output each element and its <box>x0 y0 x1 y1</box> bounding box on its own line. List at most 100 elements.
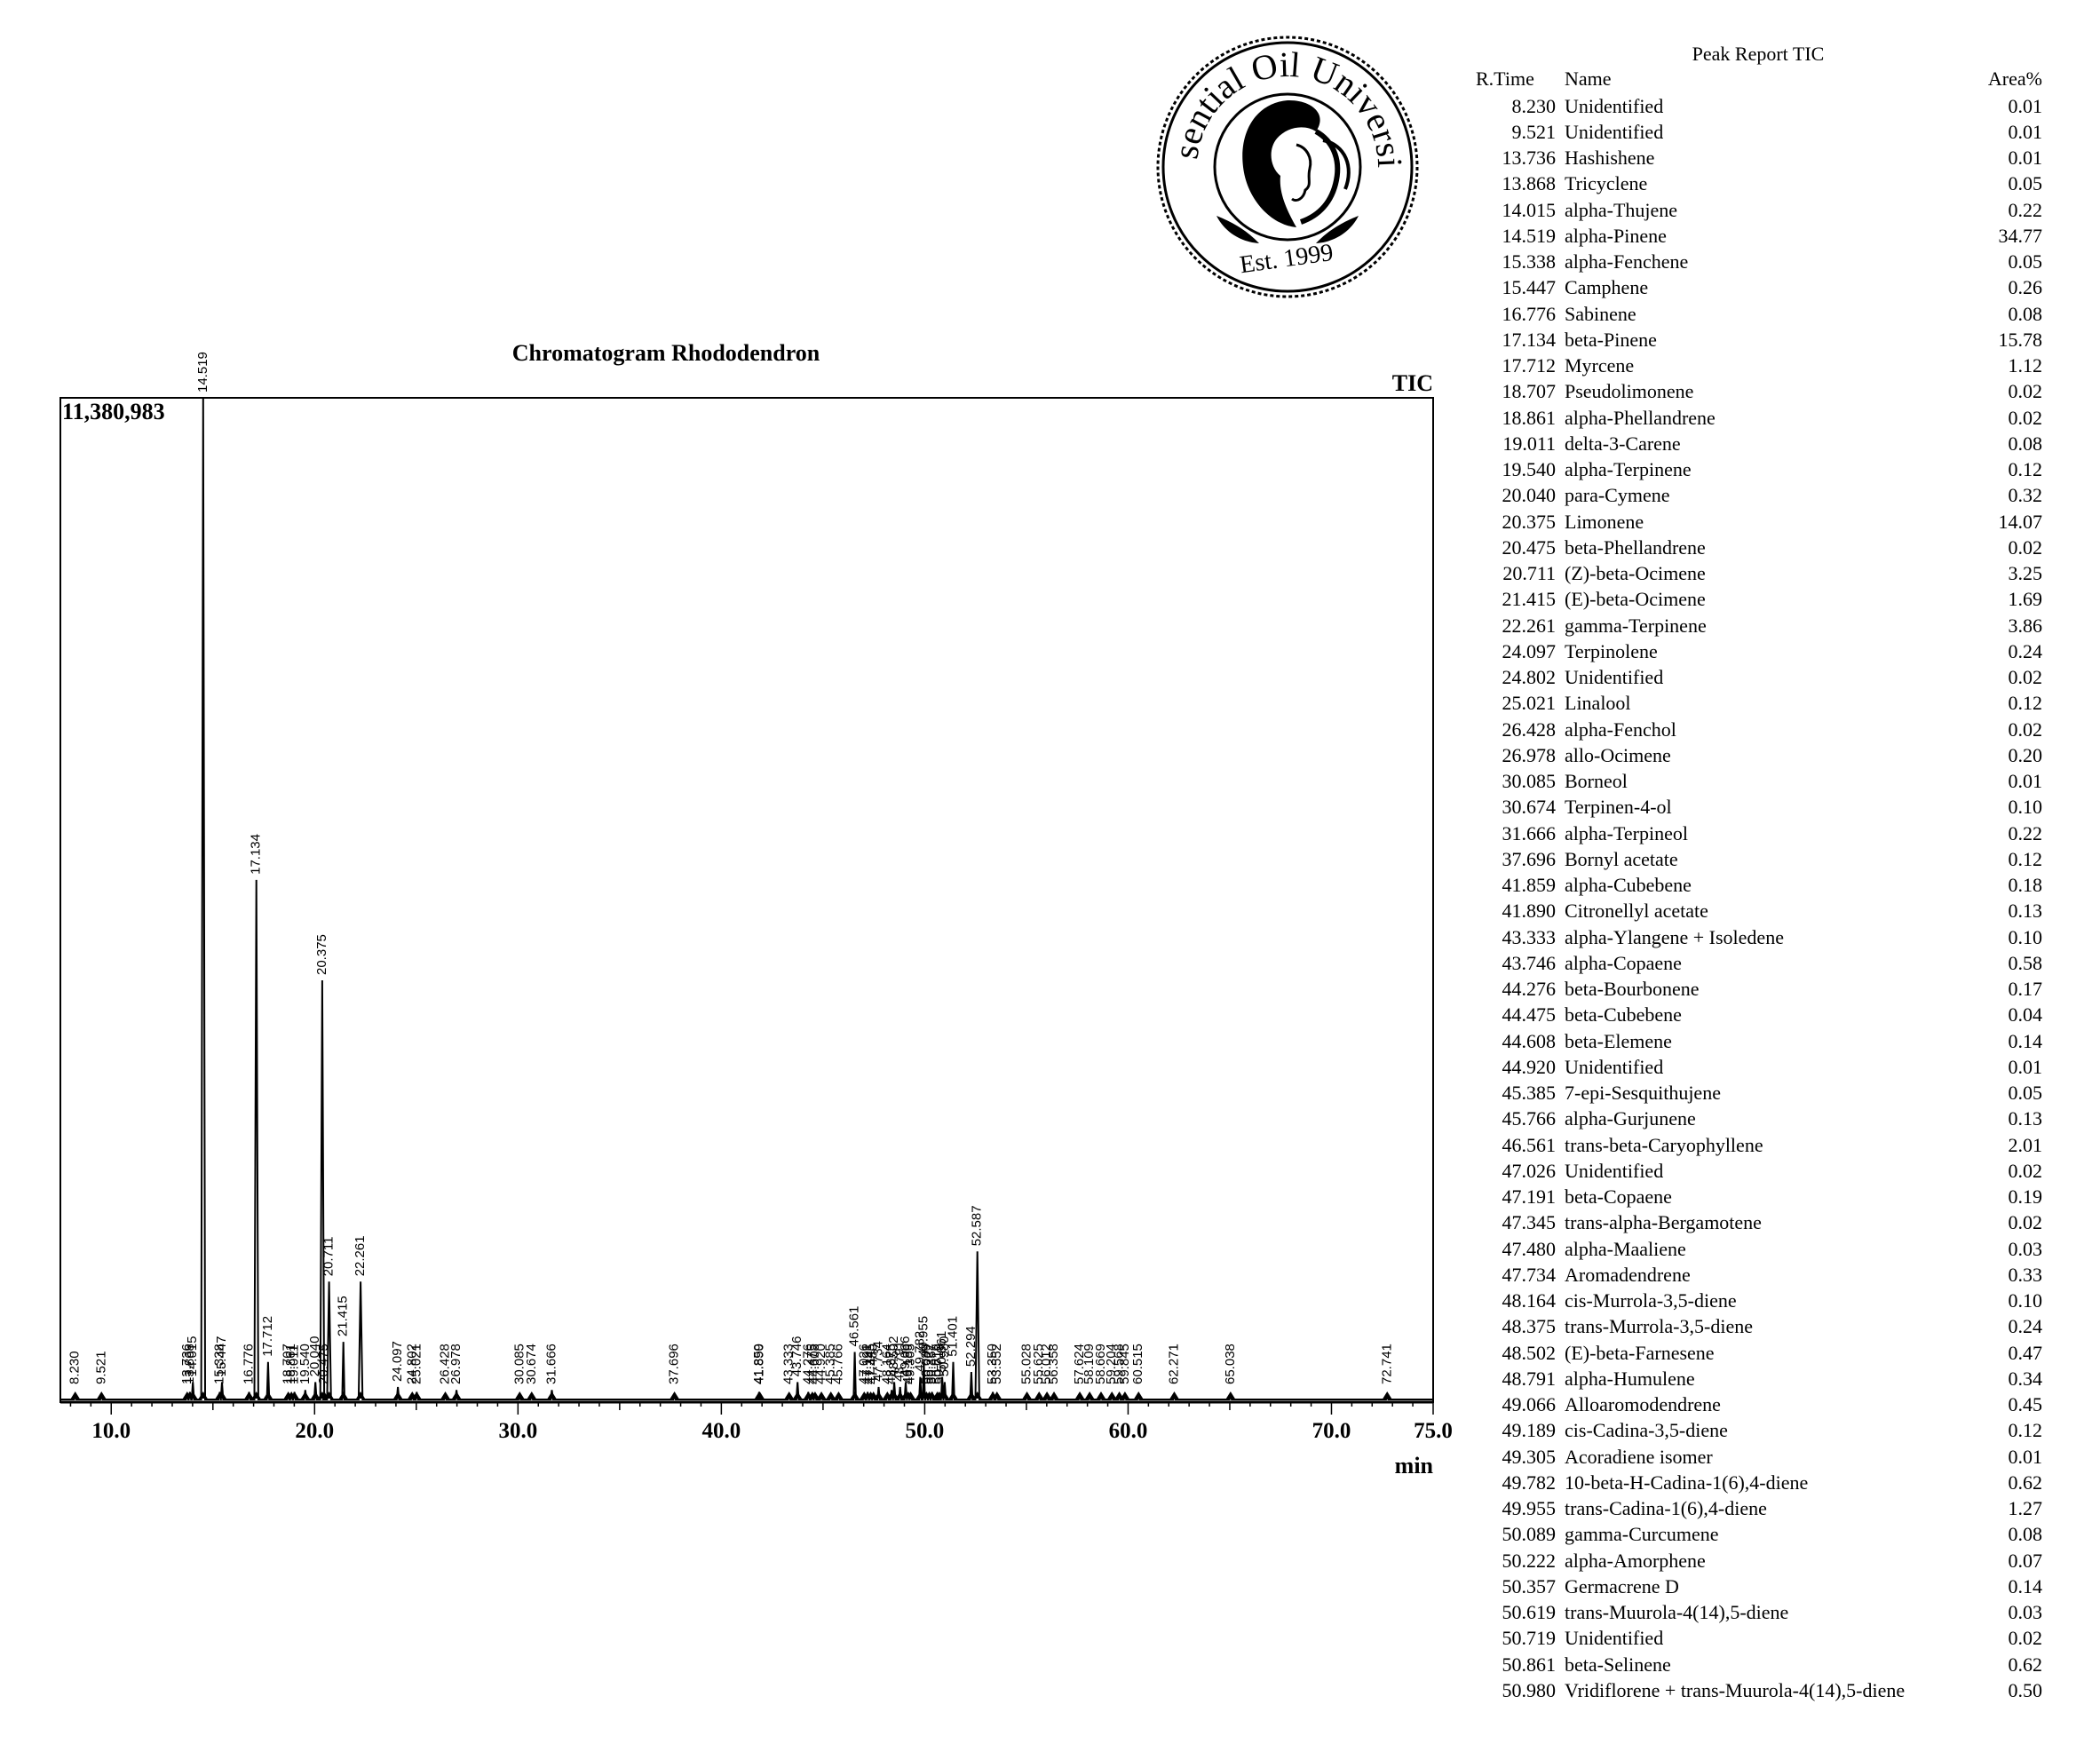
peak-marker <box>874 1391 884 1399</box>
table-row: 45.766 alpha-Gurjunene 0.13 <box>1474 1106 2043 1131</box>
cell-area: 0.18 <box>2008 874 2043 897</box>
report-title: Peak Report TIC <box>1692 43 1825 65</box>
cell-name: Unidentified <box>1565 94 1664 117</box>
cell-area: 0.08 <box>2008 432 2043 455</box>
table-row: 48.791 alpha-Humulene 0.34 <box>1474 1366 2043 1391</box>
cell-area: 0.58 <box>2008 951 2043 974</box>
cell-area: 3.86 <box>2008 614 2043 637</box>
cell-rt: 20.711 <box>1502 562 1556 585</box>
table-row: 18.707 Pseudolimonene 0.02 <box>1474 378 2043 404</box>
cell-rt: 22.261 <box>1502 614 1557 637</box>
cell-area: 0.10 <box>2008 925 2043 948</box>
cell-area: 0.08 <box>2008 1523 2043 1546</box>
peak-label: 20.375 <box>314 934 329 975</box>
table-row: 24.097 Terpinolene 0.24 <box>1474 638 2043 664</box>
x-tick-label: 50.0 <box>906 1419 945 1443</box>
cell-name: alpha-Phellandrene <box>1565 406 1716 429</box>
peak-marker <box>972 1391 982 1399</box>
cell-area: 0.26 <box>2008 276 2043 299</box>
peak-marker <box>452 1391 462 1399</box>
cell-rt: 44.475 <box>1502 1003 1557 1027</box>
peak-table-body: 8.230 Unidentified 0.01 9.521 Unidentified 0.… <box>1474 93 2043 1704</box>
signal-label: TIC <box>1392 370 1433 396</box>
peak-label: 53.350 <box>985 1344 1000 1384</box>
peak-marker <box>1022 1391 1032 1399</box>
table-row: 41.890 Citronellyl acetate 0.13 <box>1474 898 2043 924</box>
peak-marker <box>1107 1391 1117 1399</box>
cell-area: 0.32 <box>2008 484 2043 507</box>
cell-rt: 21.415 <box>1502 588 1557 611</box>
table-row: 50.089 gamma-Curcumene 0.08 <box>1474 1521 2043 1547</box>
cell-name: Myrcene <box>1565 354 1635 377</box>
cell-name: delta-3-Carene <box>1565 432 1681 455</box>
peak-label: 41.890 <box>752 1344 767 1384</box>
table-row: 18.861 alpha-Phellandrene 0.02 <box>1474 405 2043 431</box>
peak-marker <box>834 1391 844 1399</box>
cell-rt: 26.978 <box>1502 743 1557 766</box>
table-row: 20.040 para-Cymene 0.32 <box>1474 482 2043 508</box>
cell-name: alpha-Maaliene <box>1565 1237 1686 1260</box>
cell-rt: 24.097 <box>1502 639 1557 662</box>
peak-label: 43.746 <box>789 1336 804 1377</box>
cell-name: Germacrene D <box>1565 1574 1679 1597</box>
cell-rt: 26.428 <box>1502 717 1557 741</box>
table-row: 44.475 beta-Cubebene 0.04 <box>1474 1002 2043 1027</box>
cell-name: Sabinene <box>1565 302 1636 325</box>
table-row: 41.859 alpha-Cubebene 0.18 <box>1474 872 2043 898</box>
table-row: 25.021 Linalool 0.12 <box>1474 690 2043 716</box>
cell-area: 0.34 <box>2008 1367 2043 1390</box>
peak-label: 49.189 <box>900 1344 915 1384</box>
peak-marker <box>966 1391 976 1399</box>
cell-name: Citronellyl acetate <box>1565 900 1708 923</box>
cell-rt: 44.920 <box>1502 1055 1557 1078</box>
x-tick-label: 30.0 <box>498 1419 537 1443</box>
cell-rt: 18.707 <box>1502 380 1557 403</box>
table-row: 15.447 Camphene 0.26 <box>1474 274 2043 300</box>
max-intensity-label: 11,380,983 <box>62 399 165 424</box>
cell-name: Camphene <box>1565 276 1649 299</box>
cell-name: beta-Pinene <box>1565 328 1657 351</box>
peak-label: 59.204 <box>1104 1344 1119 1384</box>
peak-label: 20.475 <box>316 1344 331 1384</box>
peak-label: 26.428 <box>438 1344 453 1384</box>
table-row: 20.475 beta-Phellandrene 0.02 <box>1474 535 2043 560</box>
cell-name: alpha-Amorphene <box>1565 1549 1706 1572</box>
peak-label: 44.276 <box>800 1344 815 1384</box>
cell-area: 3.25 <box>2008 562 2043 585</box>
cell-rt: 49.305 <box>1502 1445 1557 1468</box>
cell-rt: 48.375 <box>1502 1315 1557 1338</box>
peak-marker <box>992 1391 1002 1399</box>
cell-rt: 37.696 <box>1502 847 1557 870</box>
peak-label: 47.345 <box>863 1344 878 1384</box>
peak-marker <box>289 1391 299 1399</box>
peak-marker <box>817 1391 827 1399</box>
cell-rt: 31.666 <box>1502 821 1557 844</box>
peak-marker <box>826 1391 836 1399</box>
peak-marker <box>356 1391 366 1399</box>
table-row: 26.978 allo-Ocimene 0.20 <box>1474 742 2043 768</box>
peak-label: 50.089 <box>918 1344 933 1384</box>
cell-area: 0.24 <box>2008 639 2043 662</box>
peak-label: 19.540 <box>297 1344 313 1384</box>
cell-area: 0.62 <box>2008 1471 2043 1494</box>
peak-marker <box>906 1391 915 1399</box>
cell-name: para-Cymene <box>1565 484 1670 507</box>
cell-area: 34.77 <box>1998 224 2043 247</box>
table-row: 49.305 Acoradiene isomer 0.01 <box>1474 1444 2043 1470</box>
column-header-area: Area% <box>1987 67 2042 90</box>
cell-rt: 48.164 <box>1502 1289 1557 1312</box>
cell-area: 0.01 <box>2008 770 2043 793</box>
cell-name: beta-Phellandrene <box>1565 535 1706 559</box>
cell-rt: 45.766 <box>1502 1107 1557 1130</box>
table-row: 48.502 (E)-beta-Farnesene 0.47 <box>1474 1340 2043 1366</box>
cell-rt: 15.447 <box>1502 276 1557 299</box>
cell-name: cis-Murrola-3,5-diene <box>1565 1289 1737 1312</box>
logo-leaf-sprigs <box>1216 216 1359 243</box>
table-row: 19.540 alpha-Terpinene 0.12 <box>1474 456 2043 482</box>
x-tick-label: 20.0 <box>295 1419 334 1443</box>
x-tick-label: 10.0 <box>91 1419 131 1443</box>
cell-name: beta-Bourbonene <box>1565 978 1700 1001</box>
trace-group <box>60 397 1433 1400</box>
cell-rt: 41.890 <box>1502 900 1557 923</box>
peak-label: 62.271 <box>1167 1344 1182 1384</box>
